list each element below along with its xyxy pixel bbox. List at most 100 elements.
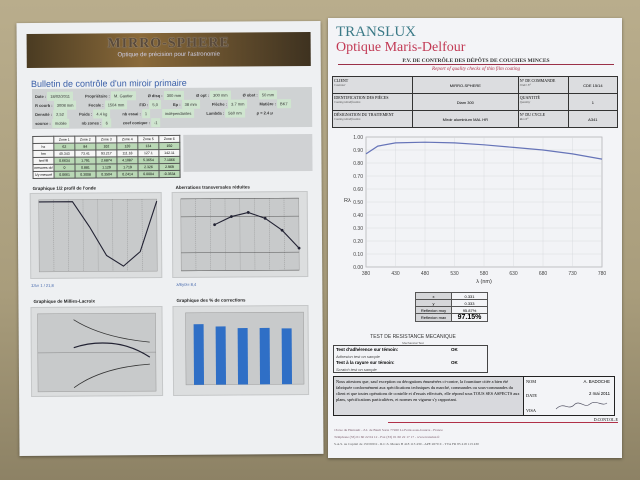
id-sublabel: Coating identification [334, 117, 361, 121]
info-label: Flèche : [211, 101, 228, 107]
millies-lacroix-chart [30, 306, 164, 397]
controle-label: D.CONT.OL.E [388, 417, 618, 423]
info-value: 2,52 [53, 109, 67, 119]
report-title: P.V. DE CONTRÔLE DES DÉPÔTS DE COUCHES M… [338, 58, 614, 65]
info-label: source : [35, 120, 51, 126]
corrections-percent-chart [172, 305, 310, 396]
h-line [181, 269, 300, 272]
info-value: 300 mm [163, 90, 185, 101]
h-line [180, 215, 299, 218]
info-label: R courb : [35, 102, 53, 108]
mechanical-test-subtitle: Mechanical Test [402, 341, 424, 345]
info-field: Ø obst : 50 mm [243, 90, 284, 100]
zone-table-row: λ/y mesuré 0.0661 0.3008 0.3504 0.2414 0.0004… [33, 170, 181, 179]
data-point [230, 215, 233, 218]
mechanical-test-box: Test d'adhérence sur témoin: OK Adhesion … [333, 345, 488, 373]
gridline [82, 199, 84, 272]
info-value: 50 mm [258, 90, 278, 100]
identification-row: CLIENT Customer MIRRO-SPHERE N° DE COMMANDE… [332, 76, 619, 94]
info-field: Poids : 4.4 kg [79, 109, 116, 119]
result-row: Reflexion moy 95.87% [415, 306, 488, 314]
x-tick-label: 680 [539, 271, 548, 277]
info-label: Matière : [259, 101, 276, 107]
result-label: x [415, 292, 452, 300]
info-value: 3.7 mm [228, 99, 248, 109]
zone-table-side-panel [183, 134, 313, 172]
gridline [224, 198, 226, 271]
data-line [214, 211, 300, 249]
chart3-title: Graphique de Millies-Lacroix [33, 298, 95, 304]
info-field: Ep : 38 mm [173, 99, 206, 109]
result-value: 95.87% [451, 306, 488, 314]
y-tick-label: 0.10 [353, 252, 363, 258]
result-value: 0.333 [451, 299, 488, 307]
result-label: Reflexion moy [415, 306, 452, 314]
info-label: nb essai : [122, 111, 141, 117]
info-field: Focale : 1504 mm [88, 100, 133, 110]
mirror-control-bulletin-sheet: MIRRO-SPHERE Optique de précision pour l… [16, 20, 324, 457]
info-field: Propriétaire : M. Gautier [84, 91, 142, 101]
info-field: Ø opt : 300 mm [196, 90, 237, 100]
nom-label: NOM [526, 379, 537, 384]
info-label: coef conique : [122, 120, 150, 126]
id-value: MIRRO-SPHERE [412, 76, 519, 94]
info-label: Date : [34, 93, 47, 99]
info-value: 560 nm [225, 108, 245, 118]
info-field: F/D : 5,0 [139, 100, 167, 110]
id-sublabel-2: Quantity [519, 100, 531, 104]
info-label: Lambda : [206, 110, 225, 116]
gridline [53, 199, 55, 272]
chart2-title: Aberrations transversales réduites [175, 184, 250, 190]
info-label: Ø disq : [147, 93, 163, 99]
y-tick-label: 0.40 [353, 213, 363, 219]
info-field: coef conique : -1 [122, 118, 167, 128]
id-label-2: N° DE COMMANDE [519, 78, 556, 83]
gridline [195, 198, 197, 271]
gridline [283, 198, 285, 271]
zone-cell: 0.0661 [54, 171, 76, 179]
y-tick-label: 1.00 [353, 135, 363, 141]
y-tick-label: 0.80 [353, 161, 363, 167]
data-point [297, 246, 301, 250]
x-tick-label: 480 [421, 271, 430, 277]
chart1-title: Graphique 1/2 profil de l'onde [32, 185, 96, 191]
info-field: Flèche : 3.7 mm [211, 99, 254, 109]
y-tick-label: 0.20 [353, 239, 363, 245]
results-table: x 0.331 y 0.333 Reflexion moy 95.87% Reflexion… [415, 292, 488, 322]
zone-cell: 0.3504 [96, 170, 118, 179]
info-field: nb zones : 6 [82, 118, 117, 128]
gridline [254, 198, 256, 271]
translux-logo: TRANSLUX [336, 24, 417, 40]
gridline [127, 199, 128, 272]
info-value: 1504 mm [104, 100, 128, 110]
info-label: Propriétaire : [84, 93, 110, 99]
info-field: Densité : 2,52 [35, 109, 73, 119]
info-value: 4.4 kg [93, 109, 111, 119]
id-sublabel-2: Run N° [519, 117, 529, 121]
gridline [269, 198, 270, 271]
gridline [210, 198, 211, 271]
info-field: Matière : BK7 [259, 99, 296, 109]
chart1-caption: Σ/λ= 1 / 21,8 [31, 282, 54, 288]
gridline [141, 199, 143, 272]
x-tick-label: 630 [509, 271, 518, 277]
id-label: IDENTIFICATION DES PIÈCES [334, 95, 389, 100]
id-label: CLIENT [334, 78, 349, 83]
adhesion-result: OK [451, 347, 458, 352]
info-label: F/D : [139, 102, 149, 108]
data-point [246, 211, 250, 214]
x-tick-label: 730 [568, 271, 577, 277]
info-field: ρ = 2.4 μ [257, 108, 286, 117]
result-label: y [415, 299, 452, 307]
chart2-caption: λ/Ey/λ= 8,4 [176, 281, 197, 287]
zone-cell: -0.3534 [159, 170, 181, 178]
h-line [180, 197, 299, 200]
id-value: Miroir aluminium MAL HR [412, 110, 519, 128]
data-point [263, 216, 267, 220]
id-sublabel-2: Order N° [519, 83, 531, 87]
reflectance-line [365, 141, 603, 160]
y-tick-label: 0.00 [353, 265, 363, 271]
coating-report-sheet: TRANSLUX Optique Maris-Delfour P.V. DE C… [328, 18, 622, 458]
zone-cell: 0.2414 [117, 170, 139, 178]
correction-bar [193, 324, 205, 385]
